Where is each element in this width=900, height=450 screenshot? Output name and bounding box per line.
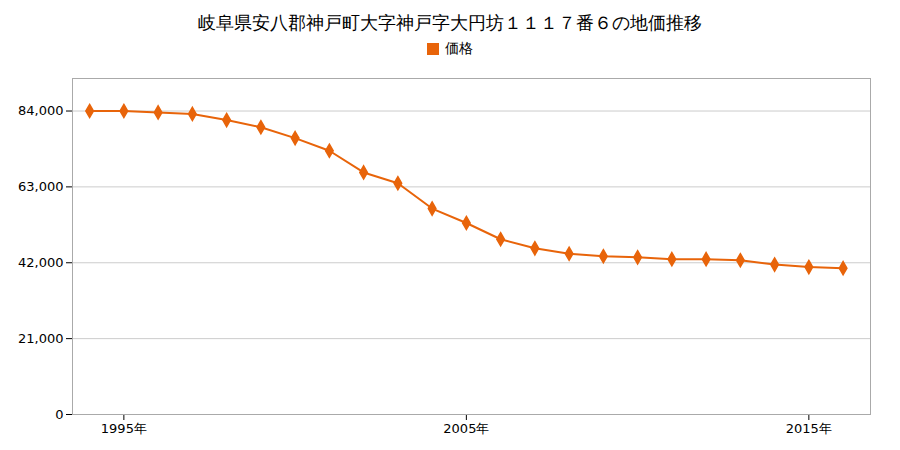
svg-text:1995年: 1995年 <box>101 421 147 436</box>
svg-text:63,000: 63,000 <box>18 179 64 194</box>
svg-text:84,000: 84,000 <box>18 103 64 118</box>
svg-text:42,000: 42,000 <box>18 255 64 270</box>
svg-text:2015年: 2015年 <box>786 421 832 436</box>
svg-text:2005年: 2005年 <box>443 421 489 436</box>
html-text:価格: 価格 <box>445 40 473 56</box>
html-text:岐阜県安八郡神戸町大字神戸字大円坊１１１７番６の地価推移: 岐阜県安八郡神戸町大字神戸字大円坊１１１７番６の地価推移 <box>198 12 702 33</box>
svg-text:21,000: 21,000 <box>18 331 64 346</box>
svg-text:0: 0 <box>55 407 63 422</box>
